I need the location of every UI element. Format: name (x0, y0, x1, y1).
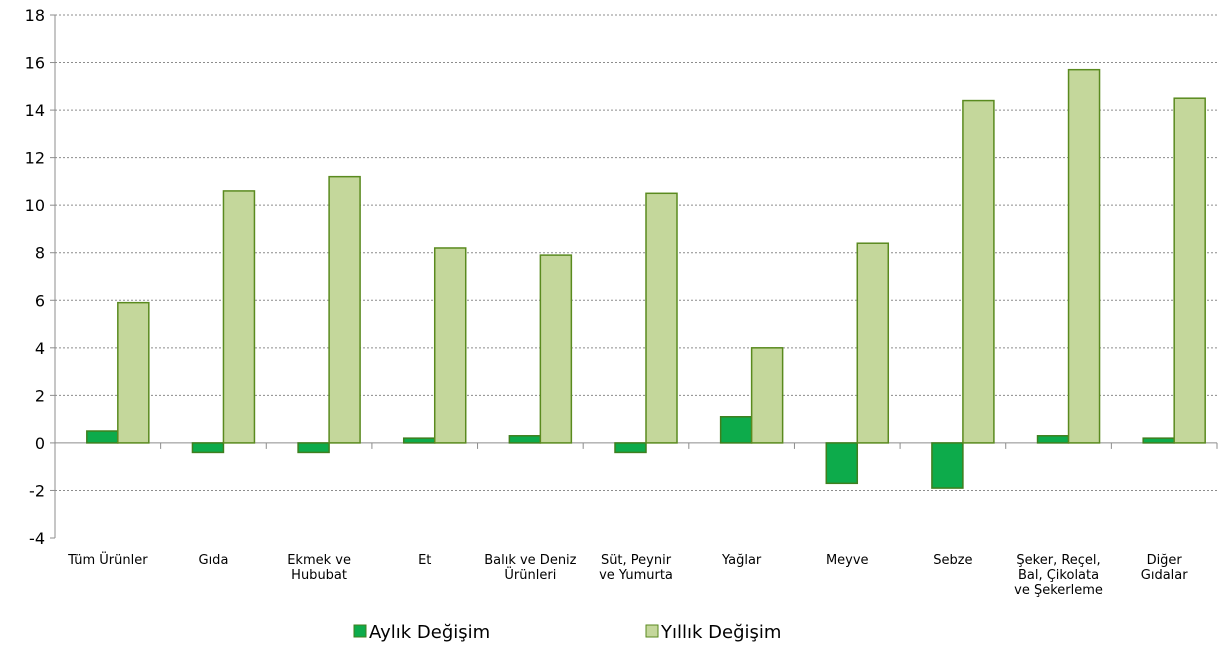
bars (86, 68, 1206, 489)
bar-yillik (1067, 68, 1101, 444)
x-tick-label: Yağlar (721, 553, 762, 568)
y-tick-label: 0 (35, 434, 45, 453)
bar-aylik (508, 435, 542, 444)
y-tick-label: 4 (35, 339, 45, 358)
bar-yillik (962, 99, 995, 444)
bar-yillik (856, 242, 890, 444)
bar-yillik (222, 190, 256, 444)
bar-aylik (931, 442, 964, 489)
x-tick-label: Bal, Çikolata (1018, 568, 1099, 583)
x-tick-label: Sebze (933, 553, 972, 568)
x-tick-label: Ekmek ve (287, 553, 351, 568)
bar-aylik (297, 442, 330, 454)
y-tick-label: 8 (35, 244, 45, 263)
x-tick-label: Meyve (826, 553, 869, 568)
legend-label: Aylık Değişim (369, 622, 490, 643)
bar-aylik (719, 416, 753, 444)
bar-yillik (1173, 97, 1206, 444)
bar-aylik (1142, 437, 1175, 444)
x-tick-label: Süt, Peynir (601, 553, 672, 568)
x-tick-label: Şeker, Reçel, (1016, 553, 1100, 568)
y-tick-label: 12 (25, 149, 45, 168)
bar-aylik (1036, 435, 1070, 444)
x-tick-label: Gıda (199, 553, 229, 568)
x-tick-label: Balık ve Deniz (484, 553, 576, 568)
y-tick-label: 18 (25, 6, 45, 25)
y-tick-label: 14 (25, 101, 45, 120)
legend-label: Yıllık Değişim (660, 622, 781, 643)
bar-yillik (645, 192, 678, 444)
x-tick-label: Et (418, 553, 431, 568)
x-tick-label: Ürünleri (504, 566, 556, 583)
bar-aylik (402, 437, 436, 444)
bar-aylik (86, 430, 119, 444)
bar-aylik (191, 442, 225, 454)
bar-yillik (539, 254, 573, 444)
x-tick-label: Hububat (291, 568, 347, 583)
bar-aylik (614, 442, 647, 454)
bar-yillik (433, 247, 467, 444)
x-tick-label: Tüm Ürünler (67, 551, 148, 568)
y-tick-label: -2 (29, 481, 45, 500)
bar-yillik (117, 301, 150, 444)
y-tick-label: 16 (25, 54, 45, 73)
x-tick-label: Diğer (1147, 553, 1183, 568)
y-tick-label: 2 (35, 386, 45, 405)
x-tick-label: ve Şekerleme (1014, 583, 1103, 598)
x-tick-label: ve Yumurta (599, 568, 673, 583)
legend-swatch (645, 624, 659, 638)
y-tick-label: 10 (25, 196, 45, 215)
labels: -4 -2 0 2 4 6 8 10 12 14 16 18 Tüm Ürünler Gıda Ekmek … (25, 6, 1189, 598)
bar-aylik (825, 442, 859, 485)
y-tick-label: -4 (29, 529, 45, 548)
y-tick-label: 6 (35, 291, 45, 310)
bar-yillik (328, 175, 361, 444)
legend-swatch (353, 624, 367, 638)
bar-yillik (750, 347, 784, 444)
x-tick-label: Gıdalar (1141, 568, 1188, 583)
legend: Aylık Değişim Yıllık Değişim (353, 622, 781, 643)
